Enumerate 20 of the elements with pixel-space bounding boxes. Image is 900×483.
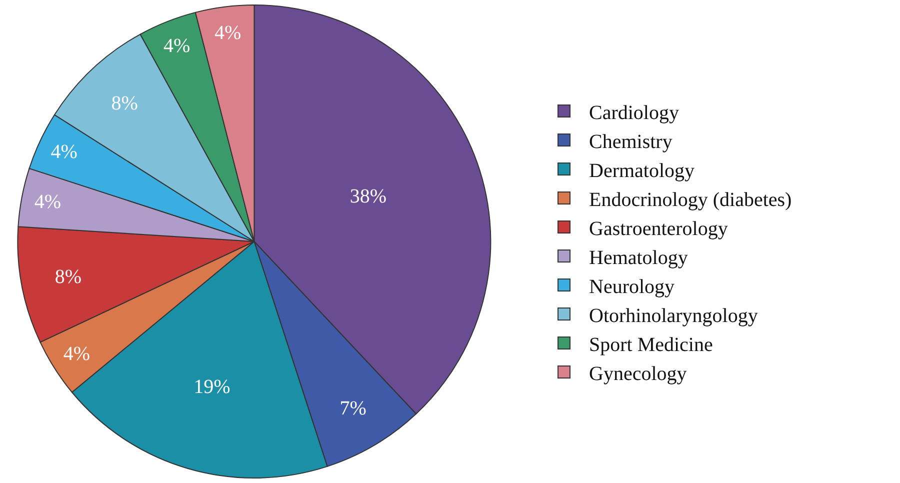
data-label: 19%: [194, 376, 230, 398]
legend-label: Dermatology: [589, 160, 695, 182]
legend-label: Sport Medicine: [589, 334, 713, 356]
legend-label: Cardiology: [589, 102, 679, 124]
data-label: 8%: [111, 92, 138, 114]
legend-label: Hematology: [589, 246, 688, 269]
data-label: 4%: [63, 343, 90, 366]
legend-label: Endocrinology (diabetes): [589, 188, 792, 211]
data-label: 38%: [350, 185, 386, 208]
data-label: 4%: [50, 141, 78, 164]
legend-label: Otorhinolaryngology: [589, 304, 758, 327]
legend-label: Gynecology: [589, 362, 687, 385]
data-label: 4%: [164, 35, 190, 58]
data-label: 4%: [214, 22, 242, 44]
legend-label: Gastroenterology: [589, 218, 728, 240]
data-label: 4%: [34, 191, 62, 214]
legend-label: Chemistry: [589, 130, 672, 153]
data-label: 8%: [54, 266, 82, 288]
data-label: 7%: [340, 398, 366, 420]
legend-label: Neurology: [589, 276, 675, 298]
